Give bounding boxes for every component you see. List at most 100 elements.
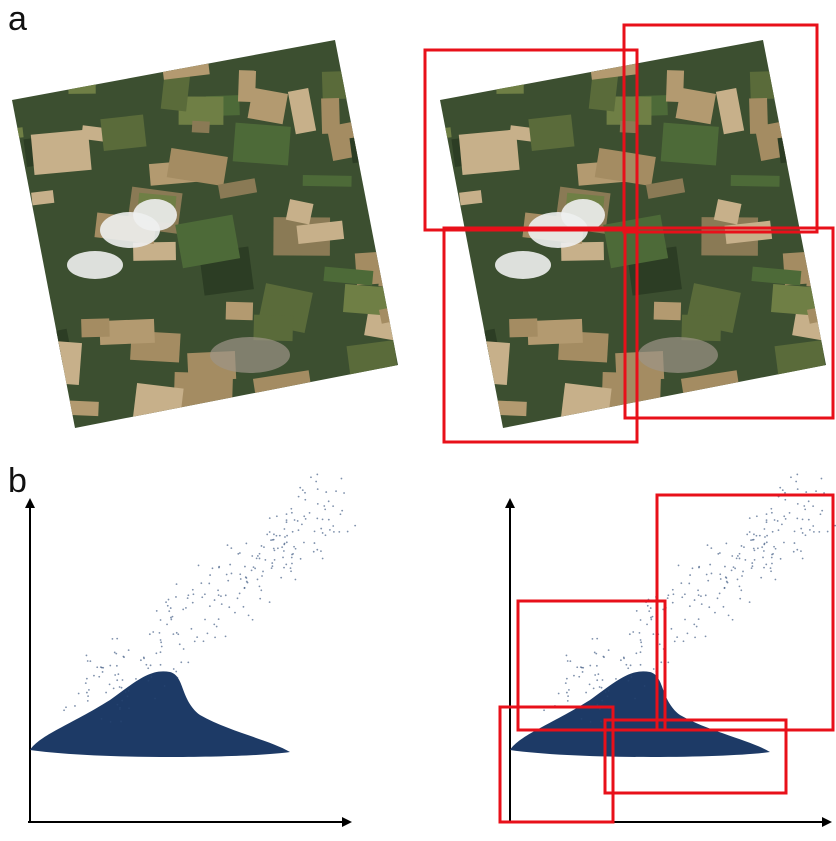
point xyxy=(590,721,592,723)
point xyxy=(706,574,708,576)
point xyxy=(240,578,242,580)
field xyxy=(528,115,574,152)
point xyxy=(172,616,174,618)
point xyxy=(650,619,652,621)
point xyxy=(172,633,174,635)
point xyxy=(110,721,112,723)
point xyxy=(714,612,716,614)
point xyxy=(239,593,241,595)
point xyxy=(74,705,76,707)
field xyxy=(353,373,414,418)
point xyxy=(86,678,88,680)
point xyxy=(105,692,107,694)
point xyxy=(304,492,306,494)
point xyxy=(125,691,127,693)
point xyxy=(737,579,739,581)
point xyxy=(160,641,162,643)
field xyxy=(81,318,110,337)
satellite-image xyxy=(428,30,836,462)
field xyxy=(661,123,719,166)
point xyxy=(625,664,627,666)
point xyxy=(754,559,756,561)
point xyxy=(145,664,147,666)
point xyxy=(567,700,569,702)
field xyxy=(459,129,520,175)
point xyxy=(772,531,774,533)
panel-label: b xyxy=(8,462,27,500)
point xyxy=(150,664,152,666)
point xyxy=(696,626,698,628)
point xyxy=(203,640,205,642)
point xyxy=(641,646,643,648)
point xyxy=(566,692,568,694)
point xyxy=(640,664,642,666)
point xyxy=(100,666,102,668)
point xyxy=(310,476,312,478)
page: {"panels": [{"label": "a"}, {"label": "b… xyxy=(0,0,836,841)
point xyxy=(582,671,584,673)
point xyxy=(728,614,730,616)
point xyxy=(155,652,157,654)
point xyxy=(753,533,755,535)
point xyxy=(198,565,200,567)
satellite-image xyxy=(0,30,435,462)
point xyxy=(266,534,268,536)
point xyxy=(245,576,247,578)
field xyxy=(351,72,386,118)
point xyxy=(194,640,196,642)
point xyxy=(717,553,719,555)
point xyxy=(739,598,741,600)
field xyxy=(432,127,451,139)
field xyxy=(321,98,340,134)
point xyxy=(324,508,326,510)
point xyxy=(274,549,276,551)
point xyxy=(628,680,630,682)
scatter-plot xyxy=(28,474,356,822)
point xyxy=(309,512,311,514)
point xyxy=(180,661,182,663)
point xyxy=(304,499,306,501)
point xyxy=(580,666,582,668)
point xyxy=(109,665,111,667)
field xyxy=(159,33,210,80)
point xyxy=(152,631,154,633)
field xyxy=(750,70,807,99)
point xyxy=(568,689,570,691)
point xyxy=(109,683,111,685)
point xyxy=(201,596,203,598)
point xyxy=(681,596,683,598)
field xyxy=(731,175,780,187)
point xyxy=(759,535,761,537)
point xyxy=(102,671,104,673)
point xyxy=(698,566,700,568)
point xyxy=(354,525,356,527)
point xyxy=(809,529,811,531)
point xyxy=(165,601,167,603)
point xyxy=(620,659,622,661)
field xyxy=(806,40,836,79)
point xyxy=(762,557,764,559)
point xyxy=(282,557,284,559)
point xyxy=(231,573,233,575)
point xyxy=(214,599,216,601)
point xyxy=(225,594,227,596)
point xyxy=(269,517,271,519)
point xyxy=(185,607,187,609)
point xyxy=(286,513,288,515)
point-density xyxy=(510,671,770,757)
point xyxy=(122,656,124,658)
point xyxy=(216,626,218,628)
point xyxy=(804,508,806,510)
point xyxy=(601,687,603,689)
point xyxy=(790,476,792,478)
point xyxy=(671,628,673,630)
field xyxy=(226,302,253,321)
point xyxy=(802,532,804,534)
point xyxy=(719,593,721,595)
point xyxy=(680,582,682,584)
point xyxy=(773,546,775,548)
point xyxy=(322,532,324,534)
point xyxy=(87,700,89,702)
point xyxy=(325,534,327,536)
point xyxy=(789,512,791,514)
